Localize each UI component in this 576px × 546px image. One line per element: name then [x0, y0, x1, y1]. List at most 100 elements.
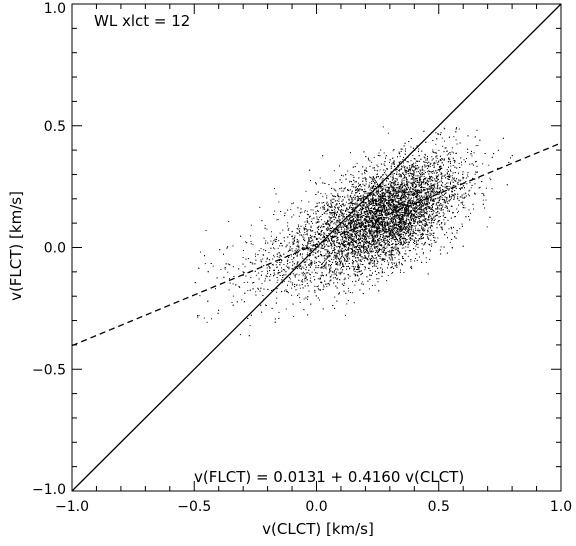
- scatter-point: [423, 215, 425, 217]
- scatter-point: [263, 249, 265, 251]
- scatter-point: [340, 239, 342, 241]
- scatter-point: [375, 224, 377, 226]
- scatter-point: [401, 148, 403, 150]
- scatter-point: [440, 191, 442, 193]
- scatter-point: [383, 251, 385, 253]
- scatter-point: [445, 182, 447, 184]
- scatter-point: [386, 239, 388, 241]
- scatter-point: [333, 256, 335, 258]
- scatter-point: [309, 247, 311, 249]
- scatter-point: [334, 244, 336, 246]
- scatter-point: [433, 216, 435, 218]
- scatter-point: [359, 260, 361, 262]
- scatter-point: [420, 172, 422, 174]
- scatter-point: [383, 152, 385, 154]
- scatter-point: [310, 209, 312, 211]
- scatter-point: [262, 258, 264, 260]
- scatter-point: [454, 216, 456, 218]
- scatter-point: [410, 191, 412, 193]
- scatter-point: [334, 273, 336, 275]
- scatter-point: [293, 240, 295, 242]
- scatter-point: [260, 248, 262, 250]
- scatter-point: [414, 213, 416, 215]
- scatter-point: [381, 272, 383, 274]
- scatter-point: [353, 244, 355, 246]
- scatter-point: [370, 237, 372, 239]
- scatter-point: [401, 219, 403, 221]
- scatter-point: [347, 254, 349, 256]
- scatter-point: [413, 196, 415, 198]
- scatter-point: [349, 243, 351, 245]
- scatter-point: [392, 207, 394, 209]
- scatter-point: [442, 212, 444, 214]
- scatter-point: [354, 225, 356, 227]
- scatter-point: [437, 188, 439, 190]
- scatter-point: [413, 182, 415, 184]
- scatter-point: [455, 139, 457, 141]
- scatter-point: [381, 205, 383, 207]
- scatter-point: [376, 248, 378, 250]
- scatter-point: [363, 257, 365, 259]
- scatter-point: [388, 211, 390, 213]
- scatter-point: [403, 191, 405, 193]
- scatter-point: [331, 274, 333, 276]
- scatter-point: [332, 210, 334, 211]
- scatter-point: [346, 237, 348, 239]
- scatter-point: [303, 237, 305, 239]
- scatter-point: [279, 271, 281, 273]
- scatter-point: [331, 220, 332, 222]
- scatter-point: [327, 226, 329, 228]
- scatter-point: [369, 200, 371, 202]
- scatter-point: [401, 200, 403, 202]
- scatter-point: [438, 197, 440, 199]
- scatter-point: [343, 273, 345, 275]
- scatter-point: [292, 273, 294, 275]
- scatter-point: [415, 245, 417, 247]
- scatter-point: [387, 132, 389, 134]
- scatter-point: [430, 162, 432, 164]
- scatter-point: [380, 234, 382, 235]
- scatter-point: [346, 219, 348, 221]
- scatter-point: [279, 245, 281, 247]
- scatter-point: [429, 232, 431, 234]
- scatter-point: [382, 126, 384, 128]
- scatter-point: [351, 207, 353, 208]
- scatter-point: [401, 229, 403, 231]
- scatter-point: [407, 184, 409, 186]
- scatter-point: [382, 227, 384, 229]
- scatter-point: [277, 279, 279, 281]
- scatter-point: [475, 171, 477, 173]
- scatter-point: [380, 244, 382, 246]
- scatter-point: [228, 289, 230, 291]
- scatter-point: [448, 173, 450, 175]
- scatter-point: [352, 212, 354, 214]
- scatter-point: [382, 215, 383, 217]
- scatter-point: [462, 197, 464, 199]
- scatter-point: [376, 200, 378, 202]
- scatter-point: [363, 260, 365, 262]
- scatter-point: [384, 253, 386, 255]
- scatter-point: [450, 165, 452, 167]
- scatter-point: [332, 226, 333, 228]
- scatter-point: [392, 193, 394, 195]
- scatter-point: [415, 185, 416, 187]
- scatter-point: [336, 233, 338, 235]
- scatter-point: [362, 206, 364, 208]
- scatter-point: [346, 208, 348, 210]
- scatter-point: [409, 182, 411, 184]
- scatter-point: [401, 206, 403, 208]
- scatter-point: [294, 235, 296, 237]
- scatter-point: [380, 230, 382, 232]
- scatter-point: [365, 181, 367, 182]
- scatter-point: [394, 197, 396, 199]
- scatter-point: [339, 254, 341, 256]
- scatter-point: [449, 175, 451, 177]
- scatter-point: [333, 273, 335, 275]
- scatter-point: [429, 188, 431, 190]
- scatter-point: [385, 190, 387, 192]
- scatter-point: [367, 210, 369, 212]
- scatter-point: [327, 205, 328, 206]
- scatter-point: [454, 190, 456, 191]
- scatter-point: [338, 196, 340, 198]
- scatter-point: [413, 217, 415, 219]
